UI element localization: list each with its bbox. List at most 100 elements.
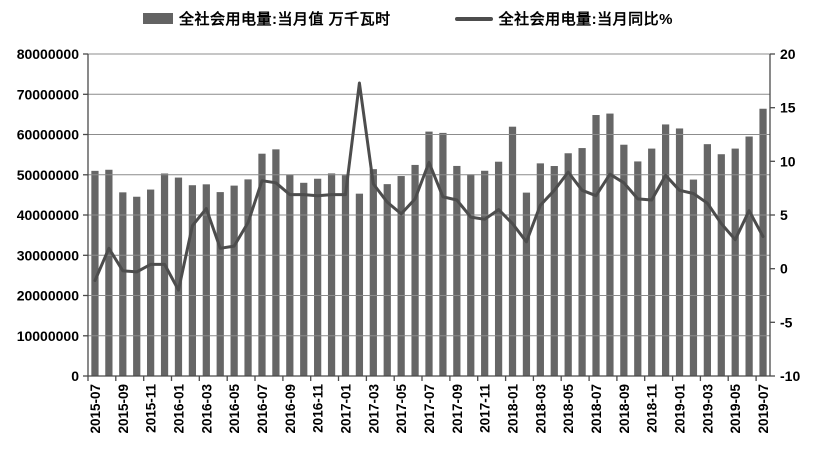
svg-text:20: 20: [780, 46, 796, 62]
line-series-label: 全社会用电量:当月同比%: [498, 11, 673, 28]
bar-2015-11: [147, 189, 155, 376]
svg-text:2015-11: 2015-11: [144, 384, 159, 433]
svg-text:2016-09: 2016-09: [283, 384, 298, 434]
svg-text:2018-09: 2018-09: [617, 384, 632, 434]
axes: [83, 53, 775, 381]
bar-2018-04: [550, 166, 558, 376]
svg-text:2016-11: 2016-11: [311, 384, 326, 433]
svg-text:-5: -5: [780, 314, 793, 330]
bar-2015-07: [91, 170, 99, 376]
yoy-line-series: [93, 81, 765, 292]
bar-2017-09: [453, 165, 461, 376]
bar-2016-02: [188, 185, 197, 376]
svg-text:40000000: 40000000: [17, 207, 80, 223]
svg-text:2016-01: 2016-01: [172, 384, 187, 434]
legend-item-bar-series: 全社会用电量:当月值 万千瓦时: [142, 8, 391, 29]
svg-text:0: 0: [71, 368, 79, 384]
svg-text:50000000: 50000000: [17, 167, 80, 183]
svg-text:2017-09: 2017-09: [450, 384, 465, 434]
bar-2017-08: [439, 132, 447, 376]
bar-2017-10: [467, 174, 475, 376]
bar-2019-07: [759, 108, 767, 377]
svg-text:2016-03: 2016-03: [199, 384, 214, 434]
svg-text:20000000: 20000000: [17, 288, 80, 304]
bar-2017-04: [383, 184, 391, 376]
svg-text:-10: -10: [780, 368, 800, 384]
bar-2017-02: [355, 193, 364, 376]
bar-2018-06: [578, 148, 586, 376]
line-series-swatch-icon: [454, 16, 493, 21]
bar-2016-07: [258, 153, 266, 376]
bar-2015-09: [119, 192, 127, 376]
bar-2018-09: [620, 144, 628, 376]
svg-text:2018-11: 2018-11: [645, 384, 660, 433]
svg-text:2016-07: 2016-07: [255, 384, 270, 434]
bar-2019-01: [675, 128, 684, 376]
bar-2017-12: [494, 161, 503, 376]
bar-2016-12: [327, 173, 336, 376]
svg-text:30000000: 30000000: [17, 247, 80, 263]
bar-series-label: 全社会用电量:当月值 万千瓦时: [178, 11, 391, 28]
svg-text:2017-01: 2017-01: [339, 384, 354, 434]
svg-text:15: 15: [780, 100, 796, 116]
svg-text:2018-05: 2018-05: [561, 384, 576, 434]
bar-2019-04: [717, 154, 725, 376]
svg-text:70000000: 70000000: [17, 86, 80, 102]
bar-2018-05: [564, 153, 572, 376]
svg-text:2017-03: 2017-03: [366, 384, 381, 434]
bar-2016-09: [286, 174, 294, 376]
bar-2016-04: [216, 192, 224, 376]
bar-2018-08: [606, 113, 614, 376]
svg-text:80000000: 80000000: [17, 46, 80, 62]
bar-2017-01: [341, 175, 350, 376]
bar-2016-06: [244, 179, 252, 376]
svg-text:2018-03: 2018-03: [533, 384, 548, 434]
gridlines: [88, 53, 770, 337]
bar-2019-02: [689, 179, 698, 376]
svg-text:2015-07: 2015-07: [88, 384, 103, 434]
legend-item-line-series: 全社会用电量:当月同比%: [454, 8, 673, 29]
svg-text:2019-07: 2019-07: [756, 384, 771, 434]
svg-text:2016-05: 2016-05: [227, 384, 242, 434]
bar-2017-06: [411, 164, 419, 376]
bar-2017-11: [481, 170, 489, 376]
bar-2017-07: [425, 131, 433, 376]
bar-2018-03: [536, 163, 544, 376]
bar-2019-06: [745, 136, 753, 376]
svg-text:2017-05: 2017-05: [394, 384, 409, 434]
svg-text:2017-11: 2017-11: [478, 384, 493, 433]
svg-text:2019-01: 2019-01: [673, 384, 688, 434]
bar-2018-10: [634, 161, 642, 376]
svg-text:2017-07: 2017-07: [422, 384, 437, 434]
bar-2018-11: [648, 148, 656, 376]
x-axis-tick-labels: 2015-07 2015-09 2015-11 2016-01 2016-03 2016-…: [88, 384, 771, 434]
bar-series-swatch-icon: [142, 13, 173, 24]
right-axis-tick-labels: -10 -5 0 5 10 15 20: [780, 46, 800, 384]
left-axis-tick-labels: 0 10000000 20000000 30000000 40000000 5000000…: [17, 46, 80, 384]
svg-text:10000000: 10000000: [17, 328, 80, 344]
bar-2017-03: [369, 169, 377, 376]
svg-text:2019-05: 2019-05: [728, 384, 743, 434]
bar-2017-05: [397, 176, 405, 376]
svg-text:2015-09: 2015-09: [116, 384, 131, 434]
chart-legend: 全社会用电量:当月值 万千瓦时 全社会用电量:当月同比%: [0, 8, 816, 29]
bar-2016-11: [314, 178, 322, 376]
bar-2018-07: [592, 115, 600, 377]
bar-series: [91, 108, 767, 377]
bar-2019-03: [703, 144, 711, 376]
svg-text:2019-03: 2019-03: [700, 384, 715, 434]
svg-text:2018-07: 2018-07: [589, 384, 604, 434]
bar-2015-10: [133, 196, 141, 376]
bar-2016-05: [230, 185, 238, 376]
bar-2018-01: [508, 126, 517, 376]
bar-2016-03: [202, 184, 210, 376]
svg-text:0: 0: [780, 261, 788, 277]
bar-2015-12: [160, 173, 169, 376]
svg-text:60000000: 60000000: [17, 127, 80, 143]
bar-2018-02: [522, 192, 531, 376]
bar-2019-05: [731, 148, 739, 376]
bar-2016-01: [174, 177, 183, 376]
bar-2016-08: [272, 149, 280, 376]
svg-text:2018-01: 2018-01: [506, 384, 521, 434]
